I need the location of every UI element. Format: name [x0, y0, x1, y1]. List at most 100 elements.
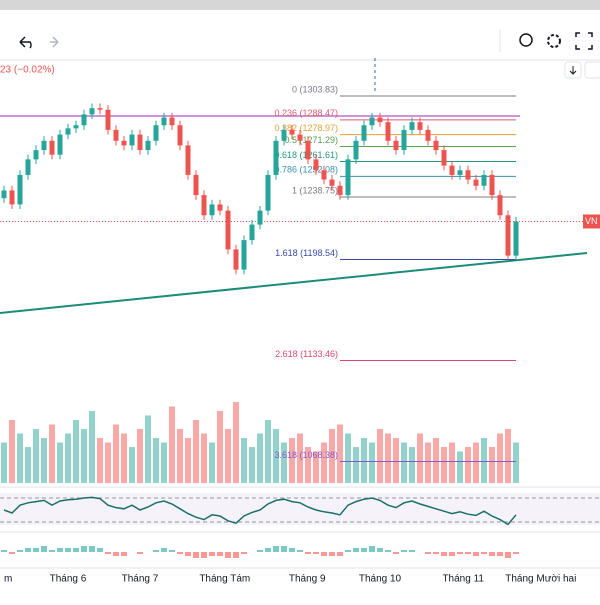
macd-bar — [9, 552, 15, 554]
fib-label: 0 (1303.83) — [292, 84, 338, 94]
volume-bar — [193, 420, 199, 483]
volume-bar — [369, 442, 375, 483]
macd-bar — [313, 552, 319, 554]
candle-body — [9, 190, 15, 205]
candle-body — [481, 174, 487, 186]
macd-bar — [89, 546, 95, 552]
volume-bar — [201, 433, 207, 483]
candle-body — [313, 159, 319, 171]
macd-bar — [153, 550, 159, 552]
macd-bar — [25, 548, 31, 552]
candle-body — [17, 174, 23, 205]
x-tick-label: Tháng 6 — [50, 574, 87, 585]
volume-bar — [225, 429, 231, 483]
rsi-line — [3, 496, 517, 526]
last-price-tag — [583, 214, 600, 229]
macd-bar — [81, 546, 87, 552]
volume-bar — [113, 424, 119, 483]
fib-label: 0.382 (1278.97) — [274, 123, 338, 133]
volume-bar — [497, 433, 503, 483]
volume-bar — [457, 451, 463, 483]
collapse-button[interactable] — [584, 61, 600, 79]
volume-bar — [137, 429, 143, 483]
volume-bar — [425, 442, 431, 483]
candle-body — [49, 140, 55, 155]
macd-bar — [345, 550, 351, 552]
fib-label: 1 (1238.75) — [292, 185, 338, 195]
volume-bar — [401, 442, 407, 483]
volume-bar — [177, 429, 183, 483]
volume-bar — [473, 442, 479, 483]
candle-body — [113, 129, 119, 141]
candle-body — [73, 125, 79, 129]
macd-bar — [473, 552, 479, 556]
macd-bar — [441, 552, 447, 556]
fib-label: 0.5 (1271.29) — [284, 135, 338, 145]
candle-body — [305, 140, 311, 160]
candle-body — [81, 114, 87, 126]
macd-bar — [281, 546, 287, 552]
price-change: 23 (−0.02%) — [0, 65, 55, 76]
candle-body — [425, 129, 431, 141]
macd-bar — [489, 552, 495, 556]
candle-body — [257, 210, 263, 225]
volume-bar — [409, 447, 415, 483]
macd-bar — [465, 552, 471, 554]
candle-body — [369, 117, 375, 126]
fullscreen-button[interactable] — [575, 32, 593, 50]
x-tick-label: Tháng 10 — [359, 574, 402, 585]
volume-bar — [49, 424, 55, 483]
volume-bar — [233, 402, 239, 483]
macd-bar — [257, 550, 263, 552]
zoom-button[interactable] — [519, 33, 533, 47]
volume-bar — [377, 429, 383, 483]
volume-bar — [249, 447, 255, 483]
macd-bar — [17, 550, 23, 552]
macd-bar — [201, 552, 207, 558]
x-tick-label: Tháng 7 — [122, 574, 159, 585]
volume-bar — [337, 424, 343, 483]
volume-bar — [9, 420, 15, 483]
macd-bar — [233, 552, 239, 558]
macd-bar — [97, 548, 103, 552]
macd-bar — [513, 552, 519, 554]
candle-body — [65, 128, 71, 135]
redo-button[interactable] — [50, 36, 59, 48]
candle-body — [97, 108, 103, 110]
candle-body — [497, 195, 503, 216]
undo-button[interactable] — [19, 36, 32, 49]
candle-body — [473, 179, 479, 186]
volume-bar — [33, 429, 39, 483]
volume-bar — [281, 442, 287, 483]
volume-bar — [121, 433, 127, 483]
x-tick-label: m — [4, 574, 12, 585]
candle-body — [289, 129, 295, 135]
volume-bar — [145, 415, 151, 483]
candle-body — [417, 122, 423, 130]
volume-bar — [169, 406, 175, 483]
volume-bar — [17, 433, 23, 483]
macd-bar — [105, 552, 111, 554]
macd-bar — [505, 552, 511, 558]
volume-bar — [441, 447, 447, 483]
candle-body — [465, 170, 471, 180]
candle-body — [193, 174, 199, 196]
macd-bar — [497, 552, 503, 556]
volume-bar — [57, 442, 63, 483]
candle-body — [513, 221, 519, 256]
settings-button[interactable] — [547, 34, 561, 48]
volume-bar — [313, 451, 319, 483]
volume-bar — [321, 442, 327, 483]
fib-label: 3.618 (1068.38) — [274, 450, 338, 460]
arrow-icon — [569, 66, 577, 75]
macd-bar — [273, 546, 279, 552]
macd-bar — [121, 552, 127, 556]
volume-bar — [161, 442, 167, 483]
volume-bar — [329, 429, 335, 483]
candle-body — [57, 134, 63, 155]
macd-bar — [113, 552, 119, 556]
candle-body — [209, 204, 215, 216]
candle-body — [129, 134, 135, 146]
macd-bar — [385, 550, 391, 552]
